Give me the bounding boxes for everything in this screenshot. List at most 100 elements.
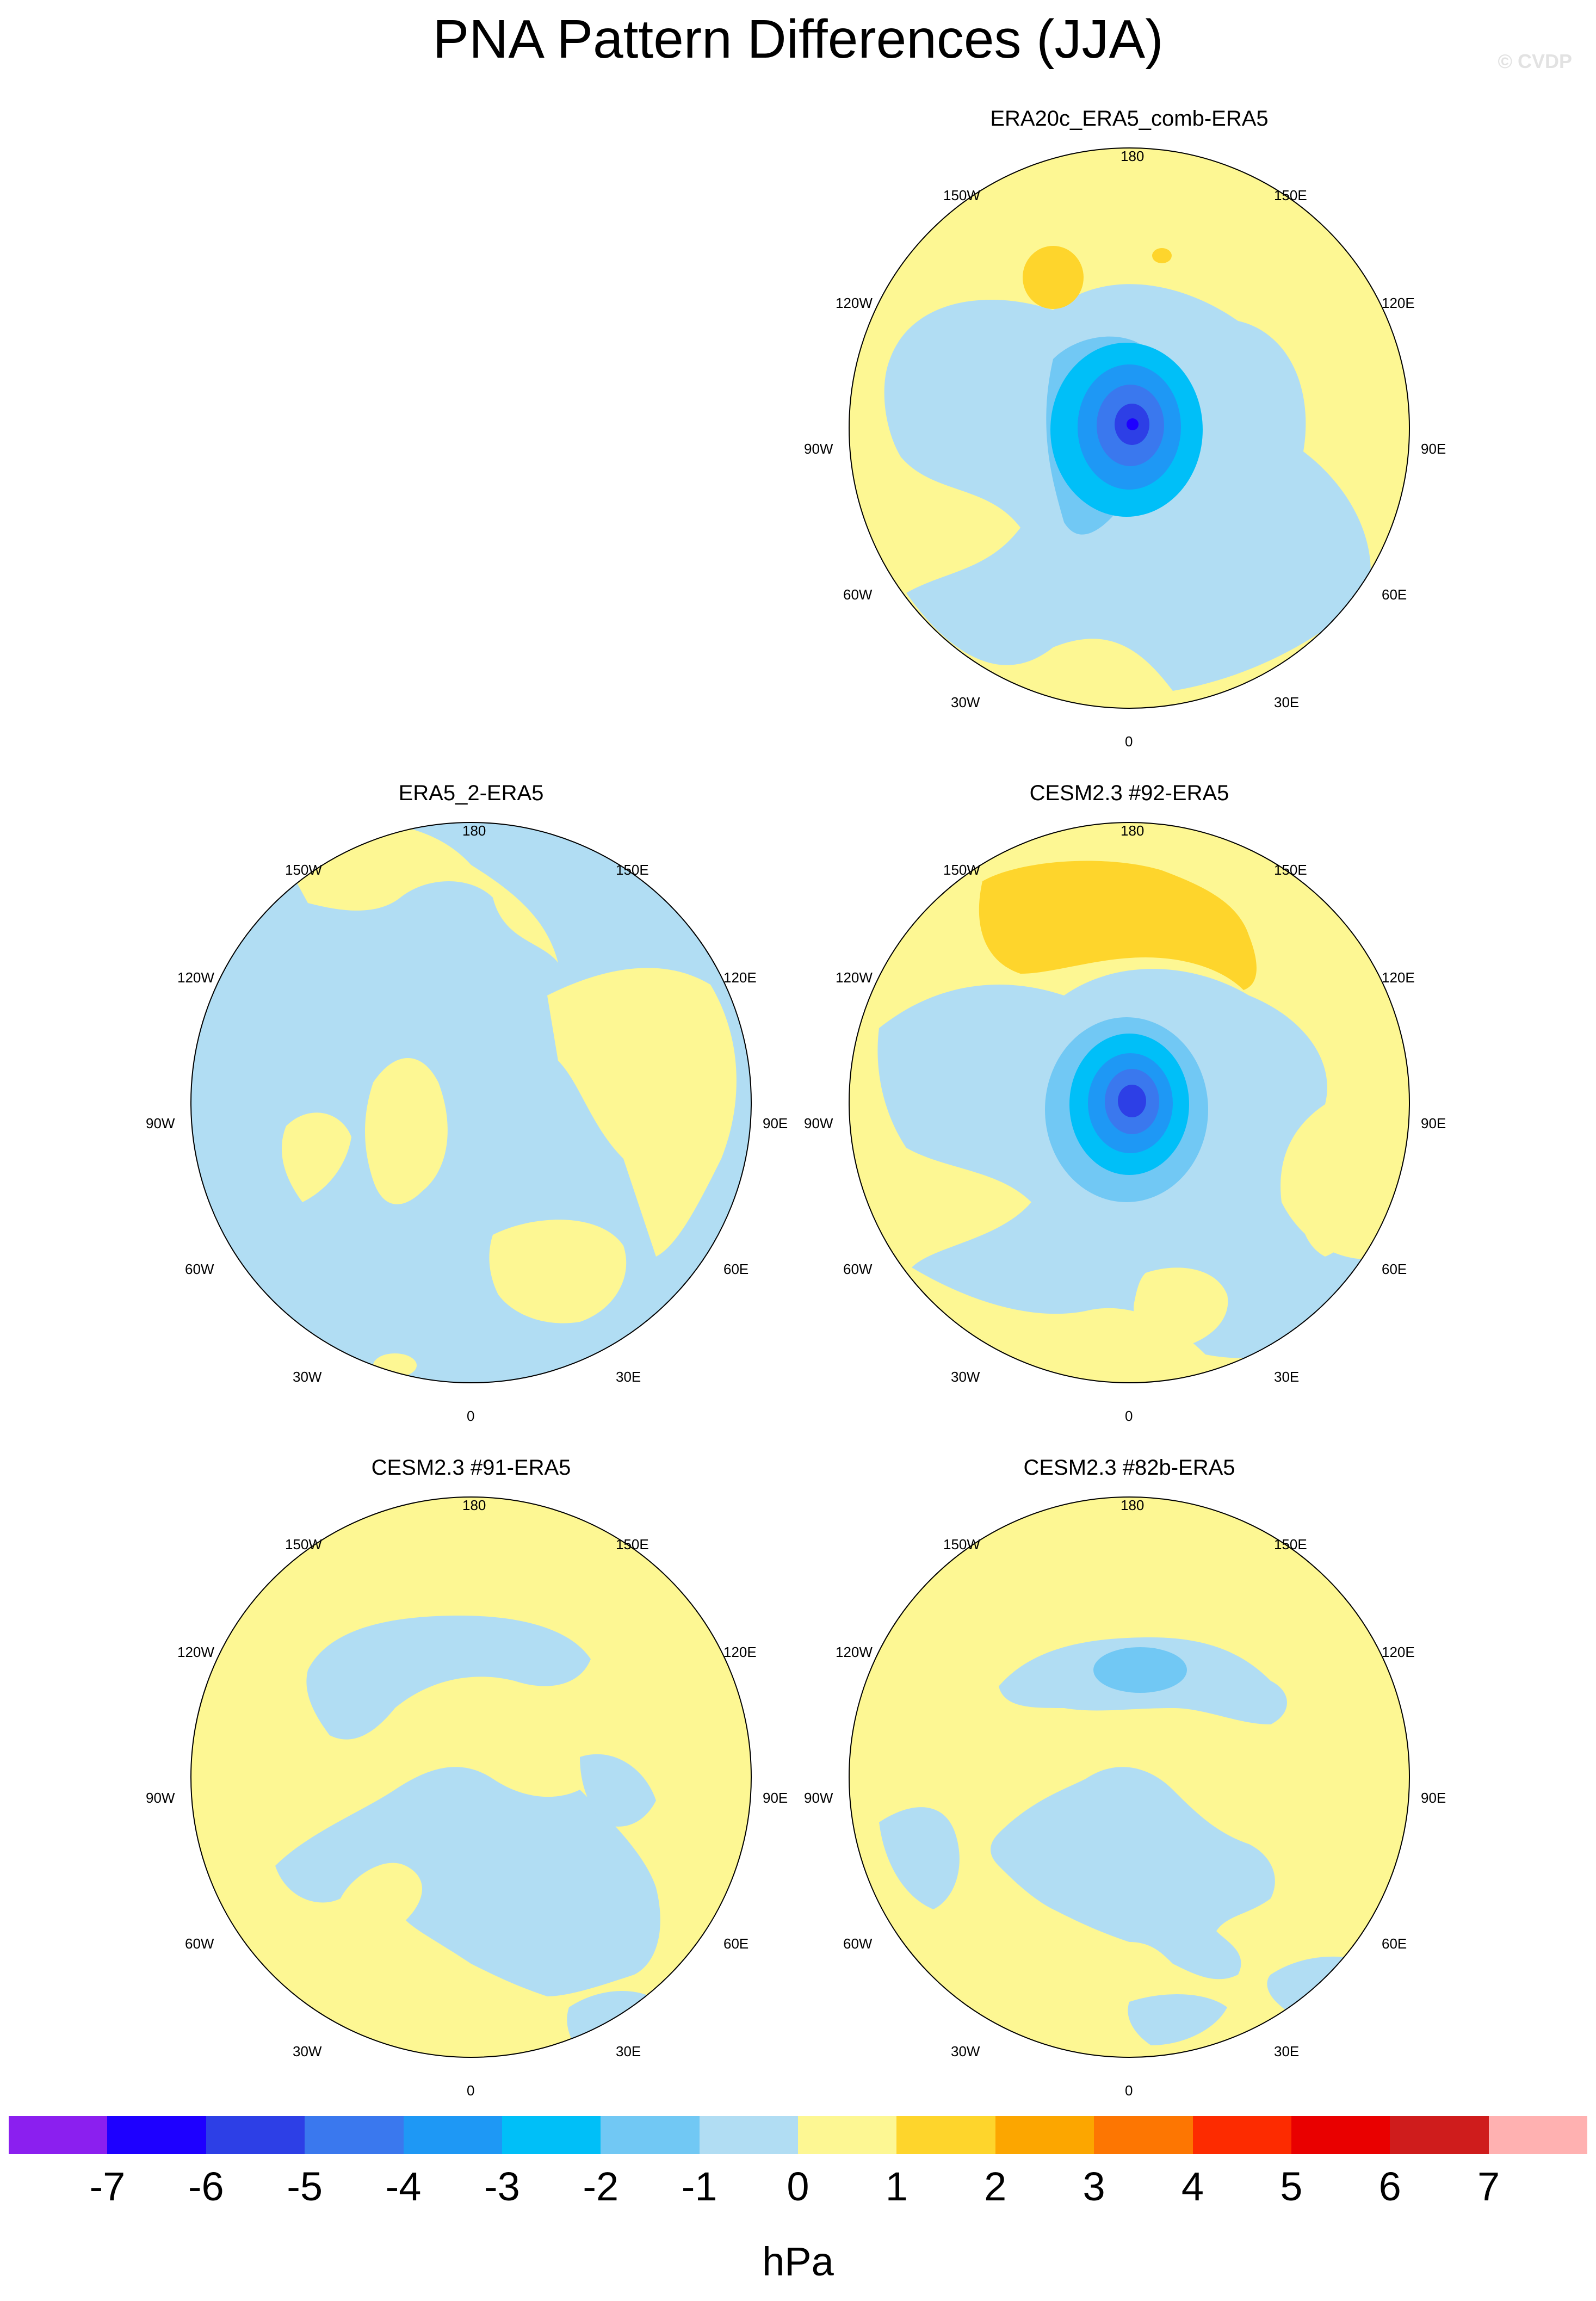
colorbar-swatch — [305, 2116, 404, 2154]
lon-label: 0 — [1125, 2082, 1133, 2099]
positive-anomaly — [1152, 248, 1172, 263]
colorbar-tick-label: 4 — [1181, 2164, 1204, 2209]
colorbar-swatch — [206, 2116, 305, 2154]
panel-title: ERA20c_ERA5_comb-ERA5 — [990, 107, 1269, 131]
lon-label: 60E — [723, 1261, 749, 1277]
lon-label: 0 — [1125, 1408, 1133, 1424]
lon-label: 150E — [1274, 862, 1307, 878]
panel-title: CESM2.3 #82b-ERA5 — [1023, 1456, 1235, 1480]
lon-label: 90W — [146, 1790, 175, 1806]
panel-title: CESM2.3 #91-ERA5 — [371, 1456, 571, 1480]
positive-anomaly — [979, 861, 1257, 990]
lon-label: 180 — [462, 1497, 486, 1513]
colorbar-tick-label: -7 — [89, 2164, 126, 2209]
lon-label: 120E — [1382, 295, 1415, 311]
lon-label: 0 — [467, 2082, 475, 2099]
contour-minus-5 — [1118, 1085, 1146, 1117]
negative-field — [991, 1767, 1275, 1980]
lon-label: 180 — [1121, 1497, 1145, 1513]
colorbar-tick-label: 0 — [787, 2164, 809, 2209]
lon-label: 150W — [943, 187, 980, 203]
lon-label: 0 — [1125, 733, 1133, 750]
lon-label: 180 — [1121, 148, 1145, 164]
positive-field — [373, 1353, 417, 1377]
polar-map — [190, 1496, 752, 2058]
lon-label: 150W — [285, 862, 322, 878]
negative-field — [275, 1767, 660, 1996]
lon-label: 60W — [185, 1261, 214, 1277]
map-panel-3: CESM2.3 #92-ERA5 180 150E 120E 90E 60E 3… — [804, 778, 1446, 1452]
colorbar-tick-label: 6 — [1378, 2164, 1401, 2209]
colorbar-swatch — [1192, 2116, 1291, 2154]
colorbar-swatch — [1094, 2116, 1193, 2154]
polar-map — [190, 822, 752, 1383]
positive-field — [365, 1058, 448, 1204]
map-panel-2: ERA5_2-ERA5 180 150E 120E 90E 60E 30E 0 … — [146, 778, 788, 1452]
colorbar-swatch — [403, 2116, 502, 2154]
lon-label: 90W — [804, 1115, 833, 1131]
colorbar-swatch — [107, 2116, 206, 2154]
lon-label: 120W — [836, 295, 873, 311]
negative-field — [306, 1616, 591, 1740]
colorbar-tick-label: 1 — [885, 2164, 908, 2209]
contour-minus-1 — [1093, 1647, 1187, 1693]
lon-label: 180 — [462, 822, 486, 839]
lon-label: 150W — [285, 1536, 322, 1552]
colorbar-units: hPa — [762, 2239, 834, 2284]
lon-label: 30W — [293, 2043, 322, 2059]
negative-field — [879, 1807, 960, 1909]
positive-field — [281, 1112, 351, 1202]
lon-label: 90E — [1421, 441, 1446, 457]
positive-field — [275, 822, 558, 963]
contour-minus-6 — [1127, 418, 1139, 430]
negative-field — [1128, 1994, 1227, 2045]
colorbar — [9, 2116, 1587, 2154]
colorbar-swatch — [798, 2116, 897, 2154]
polar-map — [849, 1496, 1410, 2058]
colorbar-swatch — [1291, 2116, 1390, 2154]
negative-field — [601, 1780, 624, 1799]
positive-field — [489, 1220, 627, 1323]
lon-label: 30W — [951, 1369, 980, 1385]
panel-title: CESM2.3 #92-ERA5 — [1029, 781, 1229, 805]
lon-label: 30W — [951, 694, 980, 710]
lon-label: 90E — [1421, 1790, 1446, 1806]
page-title: PNA Pattern Differences (JJA) — [432, 9, 1164, 70]
map-panel-1: ERA20c_ERA5_comb-ERA5 180 150E 120E 90E … — [804, 103, 1446, 778]
map-panel-4: CESM2.3 #91-ERA5 180 150E 120E 90E 60E 3… — [146, 1452, 788, 2127]
polar-map — [849, 822, 1410, 1383]
positive-anomaly — [1023, 246, 1084, 309]
colorbar-swatch — [699, 2116, 798, 2154]
lon-label: 120W — [836, 969, 873, 986]
lon-label: 30W — [951, 2043, 980, 2059]
colorbar-swatch — [896, 2116, 995, 2154]
lon-label: 120E — [723, 969, 757, 986]
colorbar-swatch — [1488, 2116, 1587, 2154]
lon-label: 60W — [843, 1935, 873, 1952]
lon-label: 90E — [1421, 1115, 1446, 1131]
lon-label: 30E — [616, 1369, 641, 1385]
colorbar-tick-label: 7 — [1477, 2164, 1500, 2209]
colorbar-swatch — [995, 2116, 1094, 2154]
colorbar-tick-label: -3 — [484, 2164, 520, 2209]
lon-label: 180 — [1121, 822, 1145, 839]
lon-label: 120W — [177, 1644, 214, 1660]
lon-label: 120W — [836, 1644, 873, 1660]
lon-label: 60E — [723, 1935, 749, 1952]
positive-field — [1299, 1156, 1364, 1257]
colorbar-swatch — [1390, 2116, 1489, 2154]
lon-label: 150E — [616, 862, 649, 878]
colorbar-tick-label: 3 — [1082, 2164, 1105, 2209]
lon-label: 150E — [1274, 187, 1307, 203]
lon-label: 60E — [1382, 1935, 1407, 1952]
lon-label: 120W — [177, 969, 214, 986]
lon-label: 60W — [843, 586, 873, 603]
lon-label: 150W — [943, 862, 980, 878]
lon-label: 60W — [185, 1935, 214, 1952]
panel-title: ERA5_2-ERA5 — [398, 781, 544, 805]
colorbar-tick-label: -1 — [681, 2164, 717, 2209]
colorbar-tick-label: 2 — [984, 2164, 1007, 2209]
lon-label: 90E — [763, 1115, 788, 1131]
lon-label: 90W — [804, 1790, 833, 1806]
map-panel-5: CESM2.3 #82b-ERA5 180 150E 120E 90E 60E … — [804, 1452, 1446, 2127]
